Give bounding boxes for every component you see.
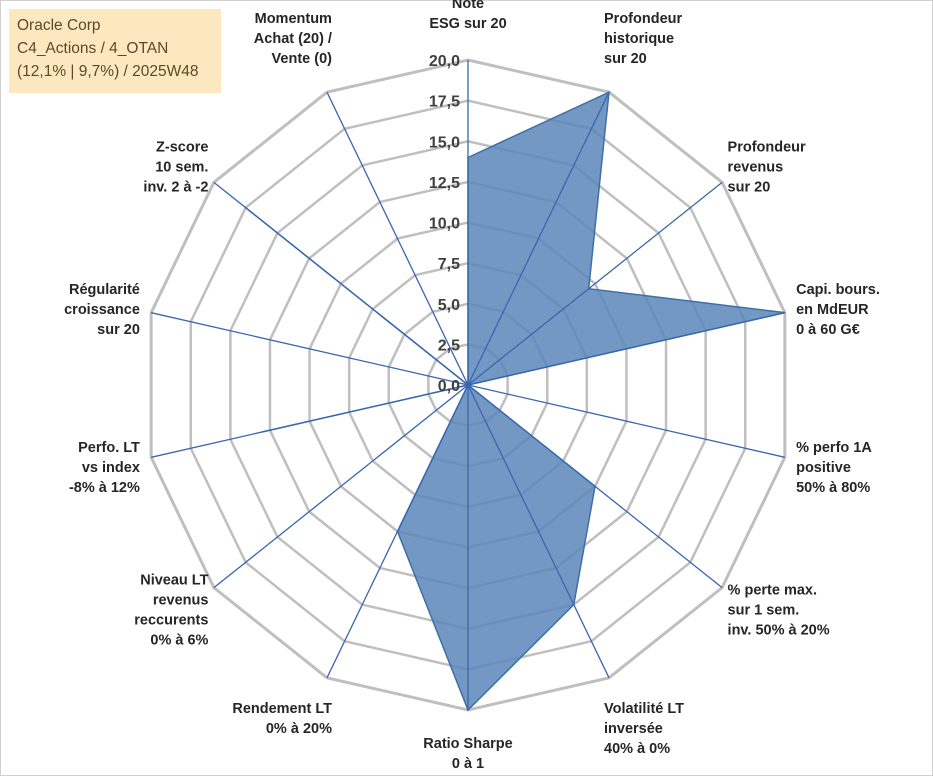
axis-label-line: reccurents: [134, 612, 208, 628]
axis-label-line: revenus: [153, 592, 209, 608]
axis-label-line: en MdEUR: [796, 302, 869, 318]
axis-label: Perfo. LT vs index -8% à 12%: [69, 440, 140, 496]
axis-label-line: 0 à 1: [452, 756, 484, 772]
axis-label-line: Volatilité LT: [604, 701, 684, 717]
axis-label: Niveau LT revenus reccurents 0% à 6%: [134, 572, 208, 648]
tick-label: 2,5: [438, 337, 460, 354]
axis-label-line: 0% à 6%: [150, 632, 208, 648]
axis-label-line: sur 20: [728, 180, 771, 196]
company-name: Oracle Corp: [17, 17, 101, 34]
axis-label: % perte max. sur 1 sem. inv. 50% à 20%: [728, 582, 830, 638]
axis-label: Régularité croissance sur 20: [64, 282, 140, 338]
axis-label-line: Rendement LT: [232, 701, 332, 717]
axis-label-line: Note: [452, 0, 484, 12]
axis-spoke: [467, 91, 610, 386]
chart-info-box: Oracle Corp C4_Actions / 4_OTAN (12,1% |…: [9, 9, 221, 93]
axis-label-line: 40% à 0%: [604, 741, 670, 757]
tick-label: 5,0: [438, 297, 460, 314]
axis-label-line: % perte max.: [728, 582, 817, 598]
axis-label-line: 0 à 60 G€: [796, 322, 860, 338]
axis-label-line: croissance: [64, 302, 140, 318]
tick-label: 0,0: [438, 378, 460, 395]
tick-label: 12,5: [429, 175, 460, 192]
axis-label-line: Z-score: [156, 140, 208, 156]
axis-spoke: [467, 312, 785, 386]
axis-label-line: inversée: [604, 721, 663, 737]
axis-label: Profondeur historique sur 20: [604, 11, 682, 67]
axis-label-line: sur 20: [604, 51, 647, 67]
axis-label-line: Profondeur: [728, 140, 806, 156]
axis-label-line: historique: [604, 31, 674, 47]
axis-label-line: 0% à 20%: [266, 721, 332, 737]
axis-label: Volatilité LT inversée 40% à 0%: [604, 701, 684, 757]
axis-label-line: 50% à 80%: [796, 480, 870, 496]
axis-label-line: vs index: [82, 460, 140, 476]
axis-label-line: positive: [796, 460, 851, 476]
axis-spoke: [467, 181, 723, 386]
axis-label-line: inv. 50% à 20%: [728, 622, 830, 638]
axis-label-line: % perfo 1A: [796, 440, 872, 456]
axis-spoke: [213, 181, 469, 386]
axis-spoke: [151, 312, 469, 386]
axis-label-line: Niveau LT: [140, 572, 208, 588]
axis-label: Profondeur revenus sur 20: [728, 140, 806, 196]
tick-label: 17,5: [429, 94, 460, 111]
axis-label-line: sur 1 sem.: [728, 602, 800, 618]
tick-label: 10,0: [429, 216, 460, 233]
axis-label: Momentum Achat (20) / Vente (0): [254, 11, 332, 67]
axis-label-line: 10 sem.: [155, 160, 208, 176]
axis-label: Z-score 10 sem. inv. 2 à -2: [143, 140, 208, 196]
axis-label-line: ESG sur 20: [429, 16, 506, 32]
axis-label-line: inv. 2 à -2: [143, 180, 208, 196]
axis-label-line: Régularité: [69, 282, 140, 298]
axis-spoke: [467, 384, 610, 679]
axis-label-line: Vente (0): [272, 51, 333, 67]
series-area: [245, 90, 786, 712]
axis-spoke: [213, 384, 469, 589]
axis-label: Ratio Sharpe 0 à 1: [423, 736, 512, 772]
axis-label: Rendement LT 0% à 20%: [232, 701, 332, 737]
axis-label-line: Perfo. LT: [78, 440, 140, 456]
axis-spoke: [326, 384, 469, 679]
axis-label-line: revenus: [728, 160, 784, 176]
axis-label-line: sur 20: [97, 322, 140, 338]
axis-label-line: Achat (20) /: [254, 31, 332, 47]
axis-label: Capi. bours. en MdEUR 0 à 60 G€: [796, 282, 880, 338]
portfolio-label: C4_Actions / 4_OTAN: [17, 40, 169, 57]
axis-label-line: -8% à 12%: [69, 480, 140, 496]
tick-label: 20,0: [429, 53, 460, 70]
axis-label-line: Ratio Sharpe: [423, 736, 512, 752]
tick-label: 7,5: [438, 256, 460, 273]
axis-label: % perfo 1A positive 50% à 80%: [796, 440, 872, 496]
axis-label-line: Profondeur: [604, 11, 682, 27]
performance-label: (12,1% | 9,7%) / 2025W48: [17, 63, 199, 80]
axis-spoke: [326, 91, 469, 386]
axis-spoke: [151, 384, 469, 458]
axis-spoke: [467, 384, 723, 589]
axis-label-line: Momentum: [255, 11, 332, 27]
axis-spoke: [467, 384, 785, 458]
axis-label: Note ESG sur 20: [429, 0, 506, 32]
axis-label-line: Capi. bours.: [796, 282, 880, 298]
tick-label: 15,0: [429, 134, 460, 151]
